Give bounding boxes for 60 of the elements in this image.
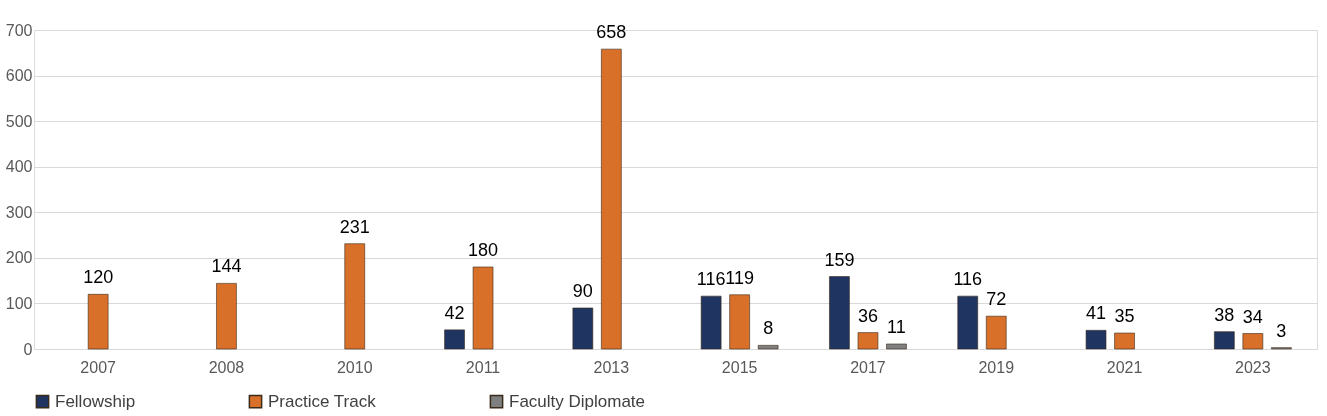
y-tick-label: 0 [23,340,33,358]
bar [1114,332,1135,350]
bar [1242,333,1264,350]
bar [601,48,622,350]
data-label: 41 [1086,303,1107,324]
y-tick-label: 400 [5,158,33,176]
bar [985,315,1007,350]
data-label: 180 [468,239,499,260]
data-label: 116 [953,269,983,290]
bar [757,345,779,350]
bar [444,329,465,350]
x-tick-label: 2010 [336,358,373,376]
data-label: 159 [824,249,855,270]
data-label: 38 [1214,304,1235,325]
y-tick-label: 100 [5,294,33,312]
bar [216,283,237,350]
data-label: 3 [1276,320,1287,341]
bar [472,266,494,350]
x-tick-label: 2017 [850,358,886,376]
data-label: 11 [887,316,906,337]
bar [87,294,109,350]
y-tick-label: 300 [5,203,33,221]
data-label: 72 [986,289,1007,310]
data-label: 90 [572,280,593,301]
bar [344,243,366,350]
data-label: 42 [444,302,465,323]
y-tick-label: 200 [5,249,33,267]
bar [729,294,750,350]
data-label: 120 [83,267,114,288]
data-label: 36 [857,305,878,326]
bar [957,295,979,350]
bar [857,332,879,350]
bar [1214,331,1235,350]
bar [886,343,907,350]
x-tick-label: 2008 [208,358,245,376]
x-tick-label: 2011 [465,358,501,376]
x-tick-label: 2019 [978,358,1015,376]
x-tick-label: 2007 [80,358,117,376]
data-label: 34 [1242,306,1263,327]
data-label: 119 [725,267,754,288]
bar [1085,330,1107,350]
data-label: 116 [696,269,726,290]
bar [572,307,594,350]
bar [700,295,722,350]
x-tick-label: 2015 [721,358,758,376]
legend-label: Faculty Diplomate [509,391,646,411]
y-tick-label: 600 [5,67,33,85]
data-label: 8 [763,318,774,339]
data-label: 35 [1114,306,1135,327]
legend-label: Fellowship [55,391,136,411]
bar [829,276,850,350]
x-tick-label: 2023 [1235,358,1271,376]
data-label: 231 [339,216,370,237]
legend-label: Practice Track [268,391,377,411]
x-tick-label: 2021 [1106,358,1143,376]
x-tick-label: 2013 [593,358,630,376]
data-label: 658 [596,22,627,43]
y-tick-label: 700 [5,21,33,39]
y-tick-label: 500 [5,112,33,130]
data-label: 144 [211,256,242,277]
